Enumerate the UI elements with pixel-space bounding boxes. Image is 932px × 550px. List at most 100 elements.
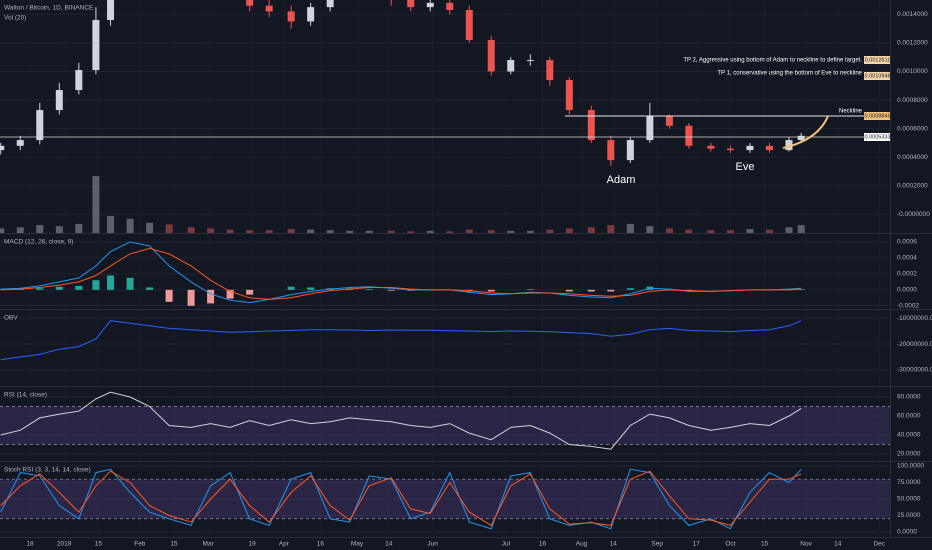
y-tick-label: 0.0002000 xyxy=(897,183,928,190)
volume-bar xyxy=(207,228,215,233)
volume-bar xyxy=(287,229,295,233)
candle-body xyxy=(607,140,615,161)
y-tick-label: 0.0010000 xyxy=(897,68,928,75)
candle-body xyxy=(36,110,44,141)
projection-curve xyxy=(782,115,829,149)
y-tick-label: -10000000.0000 xyxy=(897,315,932,322)
volume-bar xyxy=(665,228,673,233)
price-tag xyxy=(864,56,891,64)
annotation: Adam xyxy=(607,174,636,186)
y-tick-label: 50.0000 xyxy=(897,496,921,503)
histogram-bar xyxy=(626,288,634,290)
volume-bar xyxy=(55,226,63,233)
y-tick-label: 0.0002 xyxy=(897,271,917,278)
volume-bar xyxy=(746,229,754,233)
y-tick-label: 20.0000 xyxy=(897,451,921,458)
volume-bar xyxy=(226,229,234,233)
price-tag-label: 0.0005333 xyxy=(865,134,891,140)
candle-body xyxy=(487,40,495,72)
panel-title: OBV xyxy=(4,315,18,322)
candle-body xyxy=(426,2,434,8)
histogram-bar xyxy=(307,287,315,290)
histogram-bar xyxy=(36,288,44,290)
x-tick-label: Oct xyxy=(725,541,735,548)
x-tick-label: Dec xyxy=(873,541,885,548)
histogram-bar xyxy=(565,289,573,292)
volume-bar xyxy=(526,230,534,233)
price-tag xyxy=(864,112,891,120)
x-tick-label: Jul xyxy=(502,541,511,548)
histogram-bar xyxy=(207,289,215,304)
candle-body xyxy=(746,145,754,151)
y-tick-label: 0.0000 xyxy=(897,287,917,294)
volume-bar xyxy=(365,230,373,233)
candle-body xyxy=(797,135,805,141)
volume-bar xyxy=(265,230,273,233)
y-tick-label: 0.0014000 xyxy=(897,11,928,18)
histogram-bar xyxy=(607,289,615,292)
drawings: TP 2, Aggressive using bottom of Adam to… xyxy=(0,56,891,186)
x-tick-label: 15 xyxy=(95,541,103,548)
candle-body xyxy=(546,60,554,81)
volume-bar xyxy=(465,229,473,233)
panel xyxy=(0,320,802,361)
volume-bar xyxy=(507,230,515,233)
volume-bar xyxy=(326,230,334,233)
histogram-bar xyxy=(526,289,534,290)
histogram-bar xyxy=(146,287,154,290)
candle-body xyxy=(107,0,115,21)
volume-bar xyxy=(407,231,415,233)
series-line xyxy=(0,241,802,304)
annotation: Eve xyxy=(736,161,755,173)
volume-bar xyxy=(626,223,634,233)
x-tick-label: Nov xyxy=(800,541,812,548)
y-tick-label: 0.0000 xyxy=(897,529,917,536)
volume-bar xyxy=(487,230,495,233)
volume-bar xyxy=(646,226,654,233)
histogram-bar xyxy=(107,275,115,290)
y-tick-label: 100.0000 xyxy=(897,463,924,470)
price-tag xyxy=(864,72,891,80)
volume-bar xyxy=(146,222,154,233)
volume-bar xyxy=(36,225,44,233)
volume-bar xyxy=(707,230,715,233)
candle-body xyxy=(707,145,715,149)
y-tick-label: 40.0000 xyxy=(897,432,921,439)
y-tick-label: 80.0000 xyxy=(897,394,921,401)
x-tick-label: Sep xyxy=(651,541,663,548)
volume-bar xyxy=(107,215,115,233)
y-tick-label: 25.0000 xyxy=(897,512,921,519)
y-tick-label: 0.0004000 xyxy=(897,154,928,161)
candle-body xyxy=(326,0,334,8)
annotation: TP 2, Aggressive using bottom of Adam to… xyxy=(683,58,862,64)
x-tick-label: 14 xyxy=(385,541,393,548)
price-tag-label: 0.0010948 xyxy=(865,73,891,79)
candle-body xyxy=(92,20,100,71)
panel xyxy=(0,241,805,306)
volume-bar xyxy=(607,225,615,233)
candle-body xyxy=(75,70,83,91)
x-tick-label: Apr xyxy=(279,541,290,548)
histogram-bar xyxy=(587,289,595,292)
panel-title: Walton / Bitcoin, 1D, BINANCE xyxy=(4,5,94,12)
x-tick-label: Feb xyxy=(134,541,146,548)
mark-layer xyxy=(0,0,890,530)
x-tick-label: 15 xyxy=(761,541,769,548)
candle-body xyxy=(785,140,793,151)
candle-body xyxy=(16,140,24,146)
panel-title: MACD (12, 26, close, 9) xyxy=(4,239,73,246)
candle-body xyxy=(587,110,595,141)
candle-body xyxy=(287,11,295,22)
histogram-bar xyxy=(165,289,173,302)
volume-bar xyxy=(92,176,100,233)
candle-body xyxy=(446,2,454,11)
candle-body xyxy=(0,145,5,151)
volume-bar xyxy=(0,228,5,233)
candle-body xyxy=(507,60,515,72)
panel-title: Stoch RSI (3, 3, 14, 14, close) xyxy=(4,467,91,474)
volume-bar xyxy=(446,231,454,233)
volume-bar xyxy=(765,229,773,233)
x-tick-label: 16 xyxy=(317,541,325,548)
band xyxy=(0,406,890,445)
series-line xyxy=(0,468,802,530)
